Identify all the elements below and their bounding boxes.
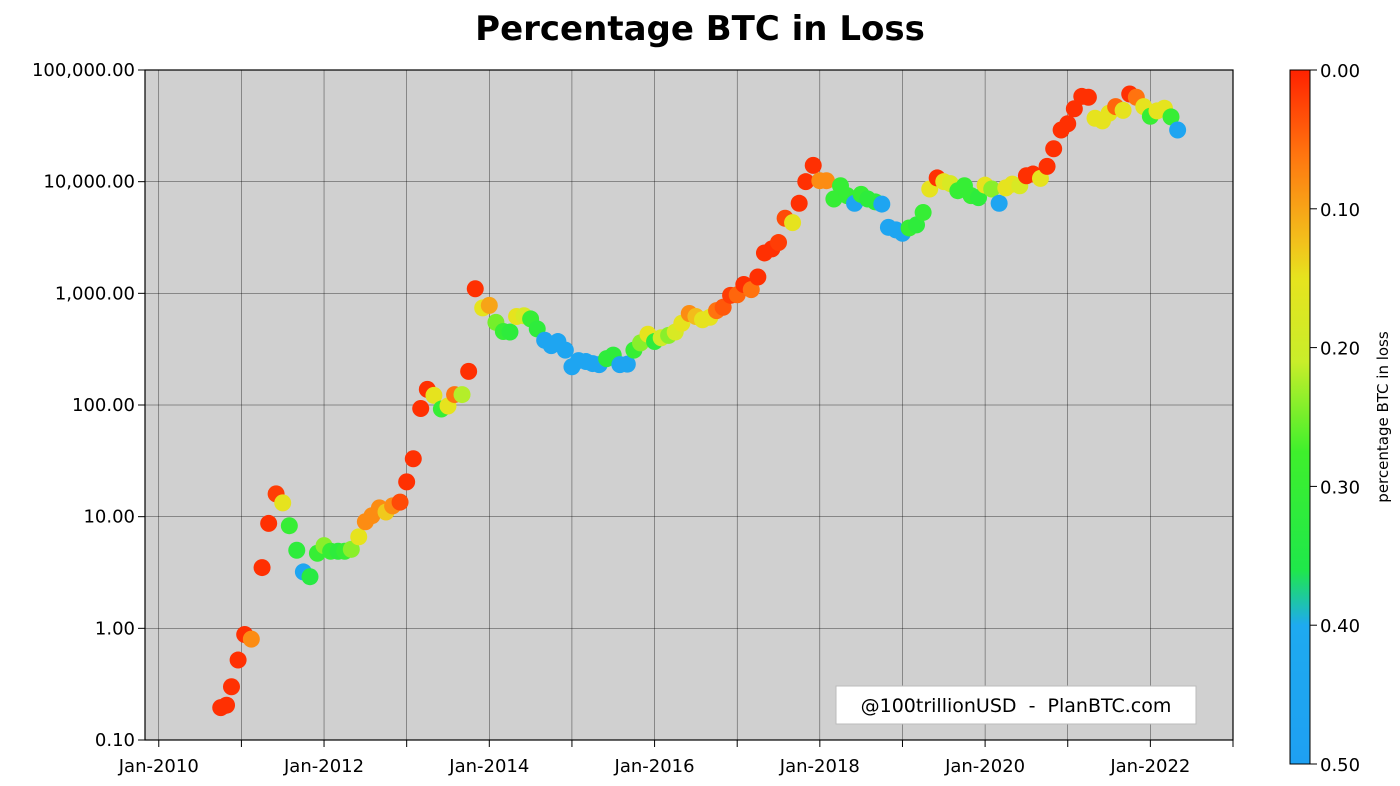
- colorbar: 0.00 0.10 0.20 0.30 0.40 0.50 percentage BTC …: [1289, 61, 1392, 776]
- data-point: [242, 630, 260, 648]
- data-point: [222, 678, 240, 696]
- data-point: [797, 173, 815, 191]
- x-axis: Jan-2010 Jan-2012 Jan-2014 Jan-2016 Jan-2018…: [118, 740, 1234, 777]
- data-point: [983, 180, 1001, 198]
- data-point: [412, 400, 430, 418]
- colorbar-tick-label: 0.20: [1320, 339, 1360, 360]
- data-point: [404, 450, 422, 468]
- data-point: [1065, 100, 1083, 118]
- colorbar-tick-label: 0.00: [1320, 61, 1360, 82]
- data-point: [804, 156, 822, 174]
- data-point: [460, 362, 478, 380]
- data-point: [825, 190, 843, 208]
- colorbar-gradient: [1289, 69, 1311, 765]
- data-point: [990, 194, 1008, 212]
- data-point: [218, 696, 236, 714]
- data-point: [425, 386, 443, 404]
- y-tick-label: 100,000.00: [32, 60, 135, 81]
- data-point: [1079, 88, 1097, 106]
- x-tick-label: Jan-2014: [448, 756, 529, 777]
- watermark-text: @100trillionUSD - PlanBTC.com: [861, 695, 1172, 717]
- y-tick-label: 100.00: [72, 395, 135, 416]
- data-point: [556, 341, 574, 359]
- data-point: [398, 473, 416, 491]
- data-point: [342, 540, 360, 558]
- data-point: [391, 493, 409, 511]
- colorbar-label: percentage BTC in loss: [1374, 331, 1392, 503]
- watermark-box: [835, 685, 1197, 725]
- x-tick-label: Jan-2016: [614, 756, 695, 777]
- data-point: [350, 528, 368, 546]
- colorbar-tick-label: 0.10: [1320, 200, 1360, 221]
- data-point: [301, 568, 319, 586]
- y-tick-label: 10,000.00: [43, 172, 135, 193]
- data-point: [790, 194, 808, 212]
- colorbar-tick-label: 0.40: [1320, 616, 1360, 637]
- data-points: [212, 85, 1187, 717]
- data-point: [1038, 157, 1056, 175]
- data-point: [914, 203, 932, 221]
- data-point: [618, 355, 636, 373]
- y-axis: 0.10 1.00 10.00 100.00 1,000.00 10,000.00 100,…: [32, 60, 145, 751]
- data-point: [1045, 140, 1063, 158]
- data-point: [466, 280, 484, 298]
- x-tick-label: Jan-2012: [283, 756, 364, 777]
- data-point: [784, 214, 802, 232]
- colorbar-tick-label: 0.30: [1320, 477, 1360, 498]
- x-tick-label: Jan-2018: [779, 756, 860, 777]
- data-point: [274, 494, 292, 512]
- data-point: [742, 281, 760, 299]
- data-point: [1169, 121, 1187, 139]
- data-point: [229, 651, 247, 669]
- data-point: [501, 323, 519, 341]
- data-point: [817, 172, 835, 190]
- data-point: [1162, 108, 1180, 126]
- data-point: [288, 541, 306, 559]
- data-point: [480, 296, 498, 314]
- y-tick-label: 10.00: [83, 507, 135, 528]
- y-tick-label: 1.00: [95, 618, 135, 639]
- x-tick-label: Jan-2010: [118, 756, 199, 777]
- x-tick-label: Jan-2020: [944, 756, 1025, 777]
- chart-title: Percentage BTC in Loss: [475, 9, 925, 49]
- data-point: [1059, 115, 1077, 133]
- data-point: [1114, 101, 1132, 119]
- y-tick-label: 1,000.00: [55, 283, 135, 304]
- data-point: [253, 559, 271, 577]
- data-point: [770, 234, 788, 252]
- colorbar-ticks: 0.00 0.10 0.20 0.30 0.40 0.50: [1310, 61, 1360, 776]
- data-point: [280, 517, 298, 535]
- data-point: [749, 268, 767, 286]
- watermark: @100trillionUSD - PlanBTC.com: [835, 685, 1197, 725]
- data-point: [908, 216, 926, 234]
- data-point: [453, 386, 471, 404]
- colorbar-tick-label: 0.50: [1320, 755, 1360, 776]
- data-point: [260, 514, 278, 532]
- data-point: [873, 195, 891, 213]
- y-tick-label: 0.10: [95, 730, 135, 751]
- x-tick-label: Jan-2022: [1109, 756, 1190, 777]
